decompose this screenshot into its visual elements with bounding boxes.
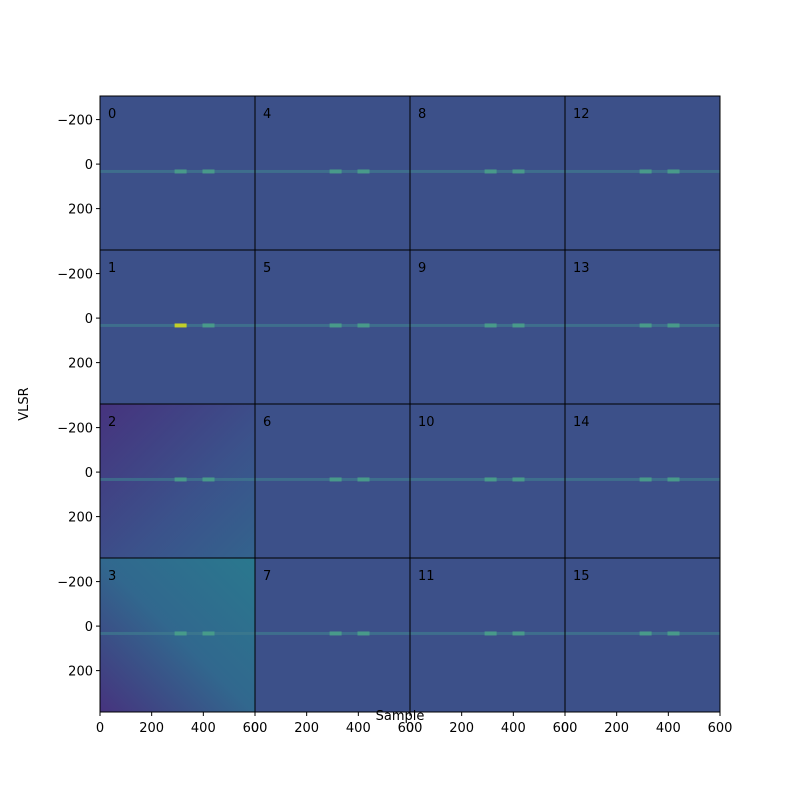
stripe-spot <box>174 169 187 174</box>
x-tick-label: 200 <box>139 721 164 736</box>
stripe-spot <box>512 631 525 636</box>
stripe-spot <box>202 477 215 482</box>
y-tick-label: −200 <box>57 268 93 283</box>
stripe-spot <box>512 169 525 174</box>
panel-label: 4 <box>263 107 271 122</box>
stripe-spot <box>357 169 370 174</box>
stripe-spot <box>202 323 215 328</box>
stripe-spot <box>639 169 652 174</box>
y-tick-label: −200 <box>57 422 93 437</box>
stripe-spot <box>329 169 342 174</box>
y-tick-label: 200 <box>68 357 93 372</box>
x-tick-label: 400 <box>501 721 526 736</box>
x-tick-label: 400 <box>346 721 371 736</box>
panel-frame <box>564 557 721 713</box>
panel-label: 6 <box>263 415 271 430</box>
stripe-spot <box>484 477 497 482</box>
panel-label: 2 <box>108 415 116 430</box>
x-tick-label: 400 <box>656 721 681 736</box>
stripe-spot <box>174 323 187 328</box>
panel-label: 11 <box>418 569 435 584</box>
stripe-spot <box>667 323 680 328</box>
stripe-spot <box>329 477 342 482</box>
panel-label: 13 <box>573 261 590 276</box>
stripe-spot <box>202 169 215 174</box>
stripe-spot <box>357 477 370 482</box>
x-tick-label: 200 <box>449 721 474 736</box>
stripe-spot <box>174 477 187 482</box>
x-tick-label: 600 <box>243 721 268 736</box>
panel-label: 15 <box>573 569 590 584</box>
stripe-spot <box>639 631 652 636</box>
stripe-spot <box>484 631 497 636</box>
stripe-spot <box>512 477 525 482</box>
panel-label: 1 <box>108 261 116 276</box>
stripe-spot <box>484 323 497 328</box>
x-tick-label: 200 <box>604 721 629 736</box>
y-tick-label: 200 <box>68 203 93 218</box>
x-tick-label: 600 <box>708 721 733 736</box>
stripe-spot <box>639 477 652 482</box>
y-axis-label: VLSR <box>17 387 32 420</box>
panel-label: 7 <box>263 569 271 584</box>
panel-label: 8 <box>418 107 426 122</box>
stripe-spot <box>667 169 680 174</box>
x-tick-label: 400 <box>191 721 216 736</box>
y-tick-label: 0 <box>85 158 93 173</box>
x-axis-label: Sample <box>376 709 425 724</box>
stripe-spot <box>639 323 652 328</box>
stripe-spot <box>357 631 370 636</box>
x-tick-label: 0 <box>251 721 259 736</box>
stripe-spot <box>484 169 497 174</box>
stripe-spot <box>512 323 525 328</box>
x-tick-label: 600 <box>398 721 423 736</box>
panel-label: 14 <box>573 415 590 430</box>
panel-label: 9 <box>418 261 426 276</box>
stripe-spot <box>202 631 215 636</box>
y-tick-label: −200 <box>57 576 93 591</box>
y-tick-label: 0 <box>85 312 93 327</box>
stripe-spot <box>329 323 342 328</box>
x-tick-label: 600 <box>553 721 578 736</box>
y-tick-label: −200 <box>57 114 93 129</box>
stripe-spot <box>667 631 680 636</box>
x-tick-label: 0 <box>96 721 104 736</box>
y-tick-label: 0 <box>85 620 93 635</box>
stripe-spot <box>357 323 370 328</box>
y-tick-label: 0 <box>85 466 93 481</box>
y-tick-label: 200 <box>68 665 93 680</box>
stripe-spot <box>174 631 187 636</box>
y-tick-label: 200 <box>68 511 93 526</box>
panel-label: 12 <box>573 107 590 122</box>
panel-label: 5 <box>263 261 271 276</box>
stripe-spot <box>329 631 342 636</box>
x-tick-label: 200 <box>294 721 319 736</box>
panel-label: 10 <box>418 415 435 430</box>
x-tick-label: 0 <box>406 721 414 736</box>
panel-label: 0 <box>108 107 116 122</box>
stripe-spot <box>667 477 680 482</box>
panel-label: 3 <box>108 569 116 584</box>
x-tick-label: 0 <box>561 721 569 736</box>
